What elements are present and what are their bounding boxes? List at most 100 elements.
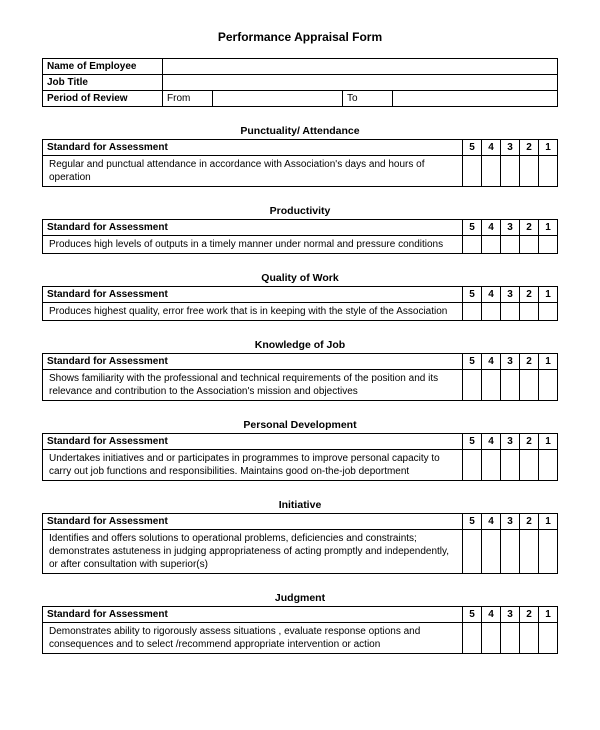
score-header: 3 [501,434,520,450]
assessment-section: Personal DevelopmentStandard for Assessm… [42,419,558,481]
score-header: 5 [463,220,482,236]
score-header: 1 [539,354,558,370]
score-header: 5 [463,607,482,623]
score-header: 1 [539,220,558,236]
score-cell[interactable] [482,530,501,574]
period-label: Period of Review [43,91,163,107]
score-header: 2 [520,514,539,530]
assessment-section: Productivity Standard for Assessment54321… [42,205,558,254]
assessment-table: Standard for Assessment54321Produces hig… [42,219,558,254]
score-cell[interactable] [539,370,558,401]
appraisal-form: Performance Appraisal Form Name of Emplo… [0,0,600,674]
score-header: 4 [482,514,501,530]
score-header: 3 [501,287,520,303]
score-cell[interactable] [482,303,501,321]
score-cell[interactable] [539,623,558,654]
standard-label: Standard for Assessment [43,434,463,450]
score-header: 1 [539,514,558,530]
from-label: From [163,91,213,107]
score-header: 4 [482,140,501,156]
assessment-table: Standard for Assessment54321Demonstrates… [42,606,558,654]
score-cell[interactable] [539,236,558,254]
score-cell[interactable] [482,156,501,187]
section-title: Productivity [42,205,558,217]
section-title: Knowledge of Job [42,339,558,351]
standard-description: Produces high levels of outputs in a tim… [43,236,463,254]
to-value[interactable] [393,91,558,107]
assessment-table: Standard for Assessment54321Produces hig… [42,286,558,321]
score-cell[interactable] [539,156,558,187]
section-title: Initiative [42,499,558,511]
score-cell[interactable] [520,303,539,321]
score-cell[interactable] [463,156,482,187]
row-period: Period of Review From To [43,91,558,107]
score-cell[interactable] [501,530,520,574]
score-cell[interactable] [482,236,501,254]
standard-description: Demonstrates ability to rigorously asses… [43,623,463,654]
score-header: 4 [482,434,501,450]
score-cell[interactable] [520,450,539,481]
score-header: 2 [520,607,539,623]
score-cell[interactable] [539,303,558,321]
score-cell[interactable] [520,530,539,574]
section-title: Punctuality/ Attendance [42,125,558,137]
score-cell[interactable] [501,303,520,321]
score-cell[interactable] [520,623,539,654]
score-cell[interactable] [501,370,520,401]
score-cell[interactable] [520,236,539,254]
job-value[interactable] [163,75,558,91]
standard-description: Identifies and offers solutions to opera… [43,530,463,574]
employee-info-table: Name of Employee Job Title Period of Rev… [42,58,558,107]
standard-label: Standard for Assessment [43,140,463,156]
score-cell[interactable] [463,530,482,574]
score-cell[interactable] [463,236,482,254]
assessment-section: Initiative Standard for Assessment54321Id… [42,499,558,574]
standard-label: Standard for Assessment [43,354,463,370]
score-cell[interactable] [501,236,520,254]
score-cell[interactable] [501,450,520,481]
score-cell[interactable] [463,303,482,321]
score-cell[interactable] [520,156,539,187]
standard-description: Shows familiarity with the professional … [43,370,463,401]
score-cell[interactable] [463,623,482,654]
score-cell[interactable] [539,530,558,574]
assessment-table: Standard for Assessment54321Shows famili… [42,353,558,401]
score-header: 5 [463,354,482,370]
standard-label: Standard for Assessment [43,287,463,303]
score-cell[interactable] [520,370,539,401]
score-cell[interactable] [482,450,501,481]
standard-label: Standard for Assessment [43,514,463,530]
score-header: 3 [501,140,520,156]
form-title: Performance Appraisal Form [42,30,558,44]
section-title: Quality of Work [42,272,558,284]
score-cell[interactable] [501,623,520,654]
score-header: 5 [463,140,482,156]
score-cell[interactable] [463,370,482,401]
score-header: 1 [539,434,558,450]
score-cell[interactable] [463,450,482,481]
score-header: 3 [501,607,520,623]
score-header: 1 [539,287,558,303]
score-header: 4 [482,354,501,370]
score-cell[interactable] [501,156,520,187]
standard-description: Regular and punctual attendance in accor… [43,156,463,187]
score-header: 5 [463,287,482,303]
row-job: Job Title [43,75,558,91]
standard-description: Undertakes initiatives and or participat… [43,450,463,481]
assessment-section: Punctuality/ Attendance Standard for Asse… [42,125,558,187]
score-header: 2 [520,287,539,303]
assessment-section: Knowledge of Job Standard for Assessment5… [42,339,558,401]
assessment-table: Standard for Assessment54321Identifies a… [42,513,558,574]
score-cell[interactable] [482,370,501,401]
score-header: 4 [482,607,501,623]
from-value[interactable] [213,91,343,107]
score-header: 2 [520,434,539,450]
score-cell[interactable] [482,623,501,654]
score-header: 4 [482,220,501,236]
name-value[interactable] [163,59,558,75]
score-header: 5 [463,514,482,530]
row-name: Name of Employee [43,59,558,75]
score-header: 1 [539,607,558,623]
standard-label: Standard for Assessment [43,220,463,236]
score-cell[interactable] [539,450,558,481]
